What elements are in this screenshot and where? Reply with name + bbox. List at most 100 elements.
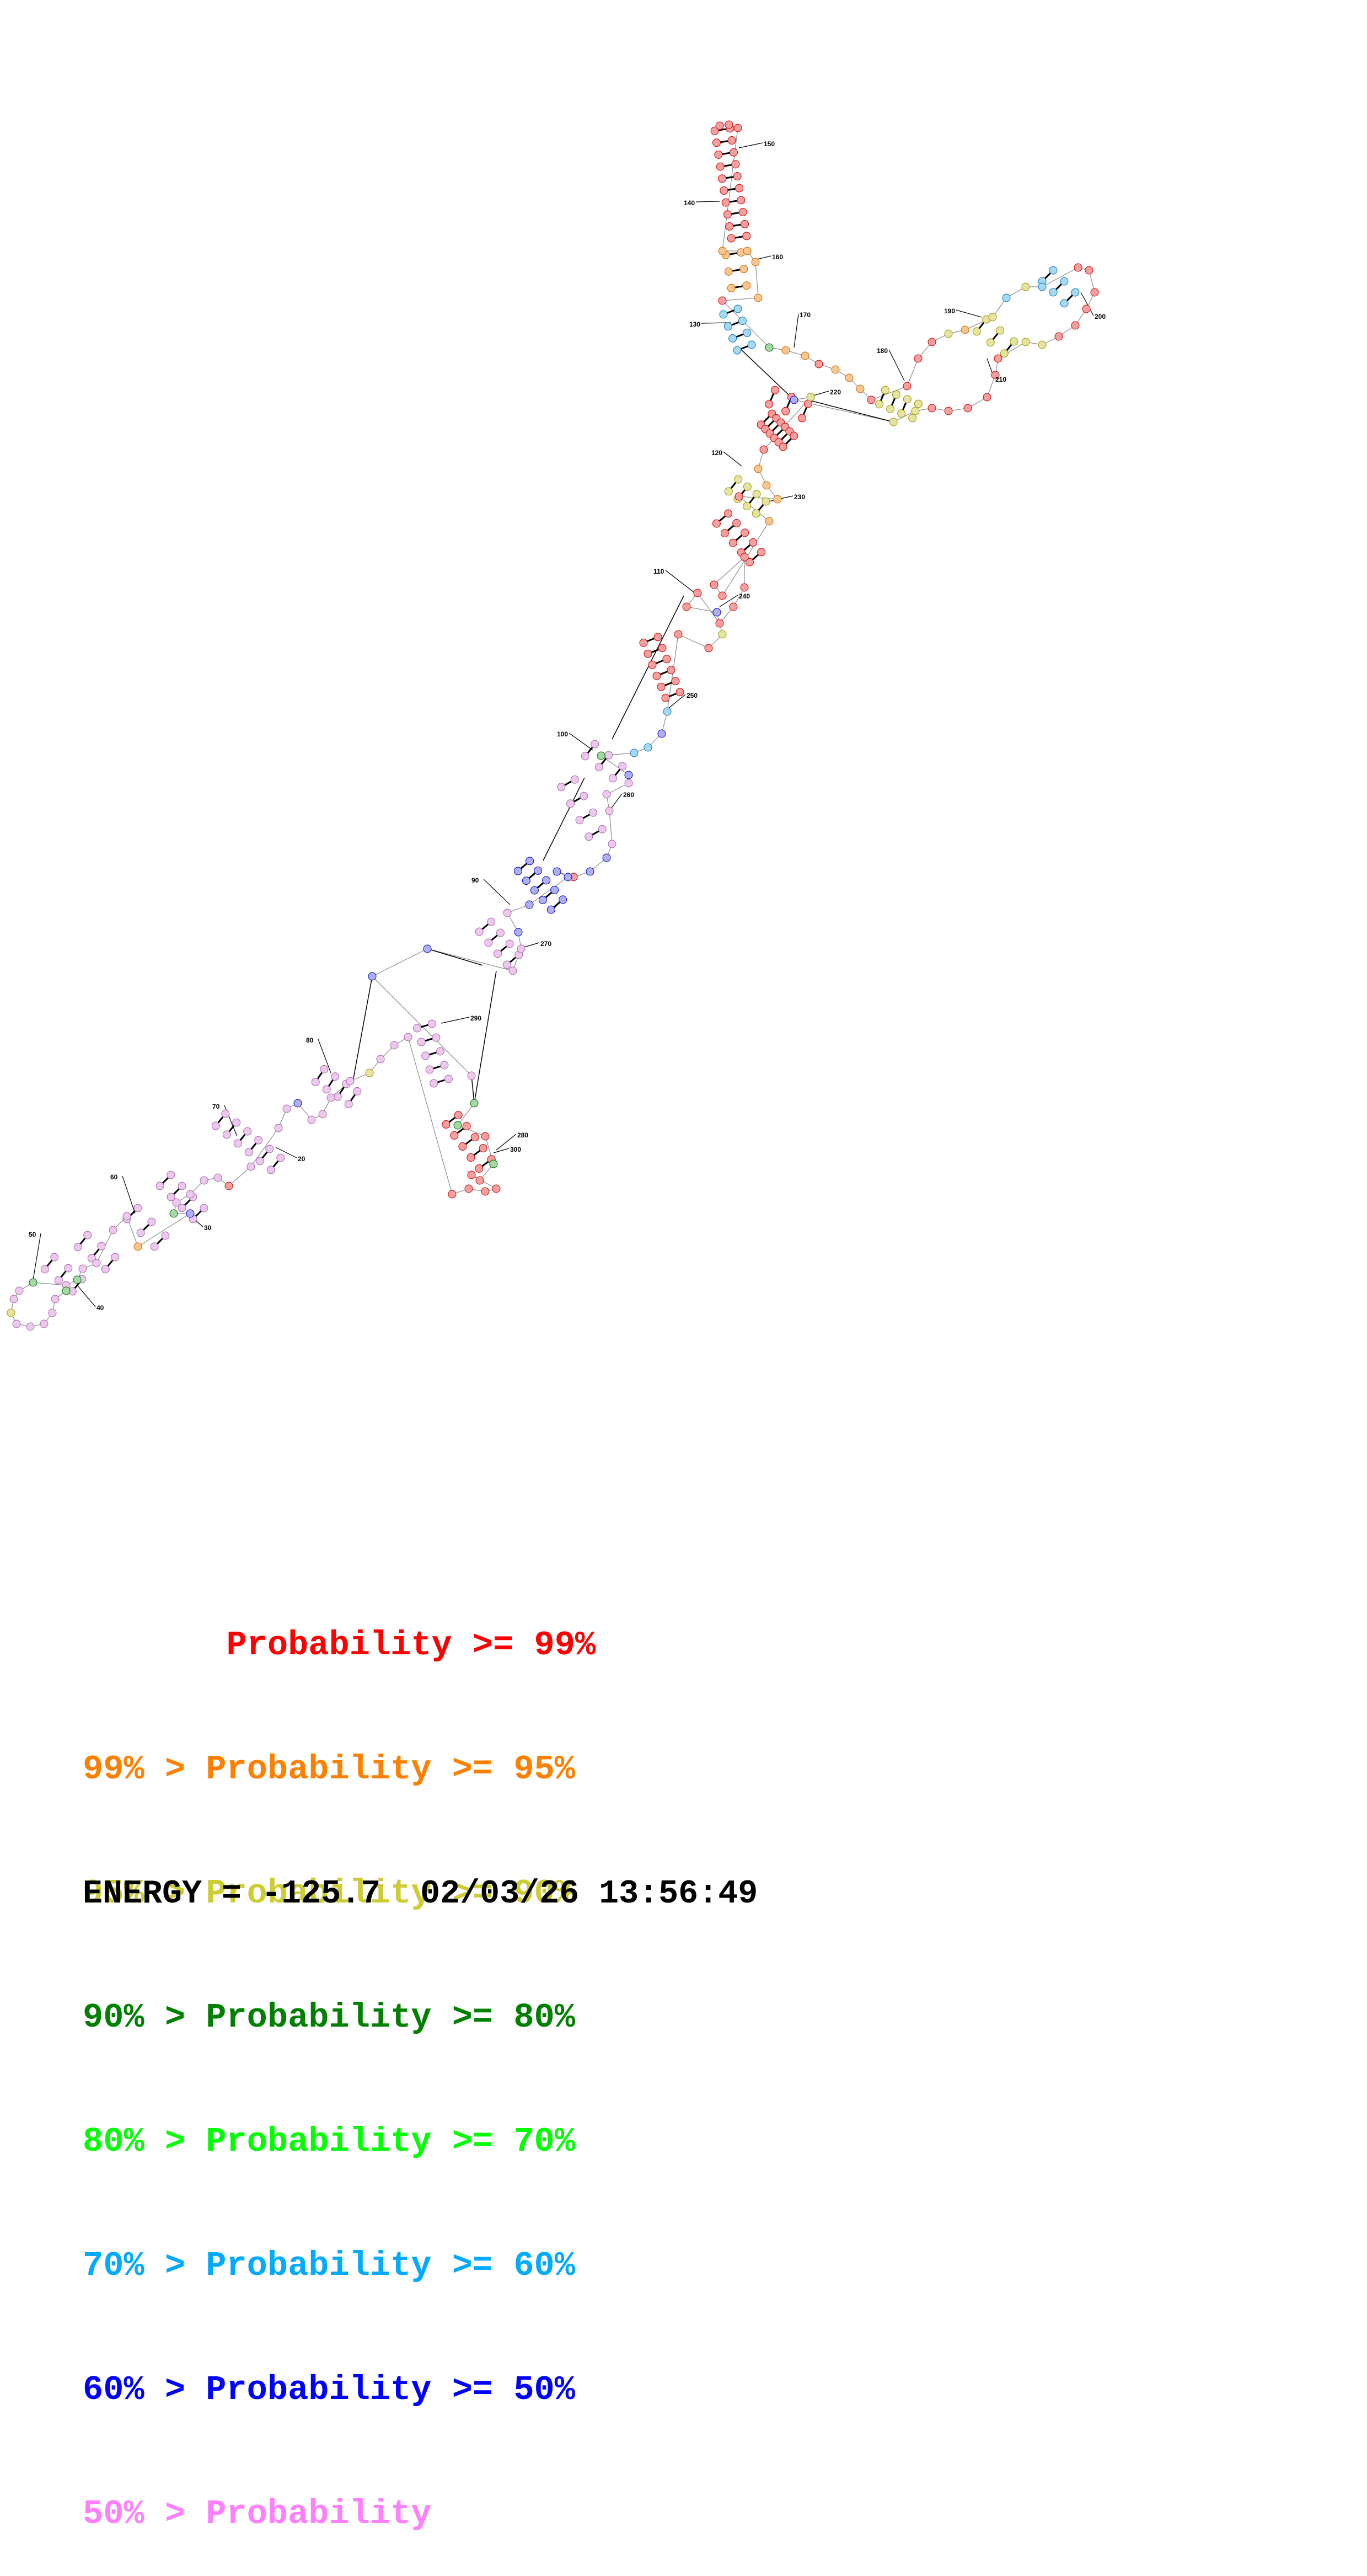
nucleotide [770,386,779,394]
legend-row-95: 99% > Probability >= 95% [83,1749,596,1790]
base-pair-bond [758,504,764,511]
nucleotide [728,334,737,343]
nucleotide [624,779,633,788]
nucleotide [442,1120,451,1129]
nucleotide [54,1276,63,1285]
nucleotide [781,407,790,415]
nucleotide [243,1127,252,1136]
base-pair-bond [655,660,664,664]
nucleotide [704,644,713,653]
nucleotide [1021,282,1030,291]
nucleotide [731,160,740,169]
nucleotide [585,832,593,841]
base-pair-bonds [46,128,1074,1289]
nucleotide [648,660,657,669]
nucleotide [743,482,752,491]
nucleotide [881,386,889,394]
index-label-100: 100 [557,730,568,738]
nucleotide [167,1171,175,1179]
base-pair-bond [142,1223,150,1231]
nucleotide [425,1065,434,1074]
nucleotide [723,322,732,331]
nucleotide [1049,266,1058,275]
nucleotide [51,1295,60,1303]
nucleotide [729,602,738,611]
nucleotide [739,265,748,274]
nucleotide [413,1024,422,1033]
nucleotide [682,602,691,611]
base-pair-bond [553,901,561,908]
index-label-80: 80 [306,1036,314,1044]
legend-label: Probability [206,2494,432,2534]
base-pair-bond [614,768,621,776]
nucleotide [598,825,607,833]
nucleotide [462,1122,471,1131]
base-pair-bond [473,1150,481,1156]
base-pair-bond [433,1065,441,1070]
nucleotide [40,1265,49,1274]
nucleotide [276,1153,285,1162]
nucleotide [663,707,672,716]
index-tick [318,1039,331,1073]
nucleotide [589,808,598,817]
nucleotide [762,497,770,506]
nucleotide [502,960,511,969]
legend-prefix: 90% > [83,1998,206,2037]
nucleotide [200,1204,208,1212]
base-pair-bond [156,1237,164,1245]
nucleotide [718,591,727,600]
nucleotide [133,1242,142,1251]
nucleotide [156,1182,164,1190]
nucleotide [1071,288,1080,297]
nucleotide [282,1104,291,1113]
connector-line [807,399,894,423]
nucleotide [991,371,1000,380]
nucleotide [525,900,534,909]
base-pair-bond [564,781,572,786]
nucleotide [404,1033,412,1041]
index-label-70: 70 [212,1103,220,1110]
nucleotide [564,873,572,881]
nucleotide [733,172,742,181]
base-pair-bond [726,309,735,314]
index-label-190: 190 [944,307,955,315]
nucleotide [724,509,733,518]
base-pair-bond [664,682,673,686]
nucleotide [365,1068,374,1077]
base-pair-bond [173,1188,180,1195]
base-pair-bond [668,693,677,697]
nucleotide [732,519,741,527]
nucleotide [790,431,798,440]
nucleotide [730,148,738,157]
legend-row-low: 50% > Probability [83,2493,596,2535]
nucleotide [749,538,758,547]
index-label-20: 20 [298,1155,305,1163]
base-pair-bond [481,923,489,930]
nucleotide [856,384,865,393]
nucleotide [740,583,749,592]
nucleotide [944,329,953,338]
nucleotide [845,373,854,382]
nucleotide [875,400,884,409]
nucleotide [928,404,936,413]
base-pair-bond [729,252,738,255]
nucleotide [743,502,752,511]
nucleotide [246,1162,255,1171]
nucleotide [747,340,756,349]
base-pair-bond [107,1259,114,1267]
nucleotide [470,1133,479,1142]
base-pair-bond [731,212,739,215]
nucleotide [1038,340,1047,349]
index-tick [493,1148,510,1153]
nucleotide [265,1145,274,1153]
nucleotide [741,220,749,228]
base-pair-bond [771,424,779,432]
base-pair-bond [802,407,808,415]
nucleotide [662,655,671,664]
nucleotide [178,1204,186,1212]
base-pair-bond [261,1151,268,1159]
connector-line [471,1075,475,1104]
base-pair-bond [592,830,599,836]
nucleotide [50,1253,59,1262]
base-pair-bond [786,400,791,408]
